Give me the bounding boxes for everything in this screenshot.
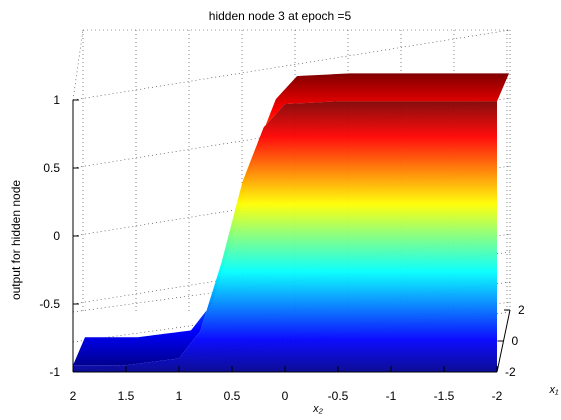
z-tick-label: 1	[53, 93, 60, 107]
x2-tick-label: 1.5	[118, 389, 135, 403]
box-back-edge	[72, 29, 84, 101]
x2-tick-label: 0.5	[224, 389, 241, 403]
x2-tick-label: 2	[70, 389, 77, 403]
x2-tick-label: -0.5	[328, 389, 349, 403]
surface-front	[73, 101, 497, 373]
chart-title: hidden node 3 at epoch =5	[209, 9, 352, 23]
x2-tick-label: -1.5	[434, 389, 455, 403]
surface-layer	[73, 73, 509, 373]
x1-tick-label: 2	[518, 303, 525, 317]
x2-tick-label: -2	[492, 389, 503, 403]
z-tick-label: 0.5	[43, 161, 60, 175]
x2-axis-label: x₂	[312, 403, 324, 415]
x2-tick-label: 0	[282, 389, 289, 403]
grid-line-horizontal	[72, 29, 511, 101]
z-tick-label: -1	[49, 365, 60, 379]
x2-tick-label: 1	[176, 389, 183, 403]
z-tick-label: 0	[53, 229, 60, 243]
z-axis-label: output for hidden node	[9, 180, 23, 300]
x1-axis-label: x₁	[549, 384, 560, 396]
x2-tick-label: -1	[386, 389, 397, 403]
z-tick-label: -0.5	[39, 297, 60, 311]
x1-tick-label: -2	[505, 365, 516, 379]
x1-tick-label: 0	[512, 334, 519, 348]
axis-layer: 1 0.5 0 -0.5 -1 2 1.5 1 0.5 0 -0.5 -1 -1.5 -2 2 0 -2	[39, 93, 525, 403]
